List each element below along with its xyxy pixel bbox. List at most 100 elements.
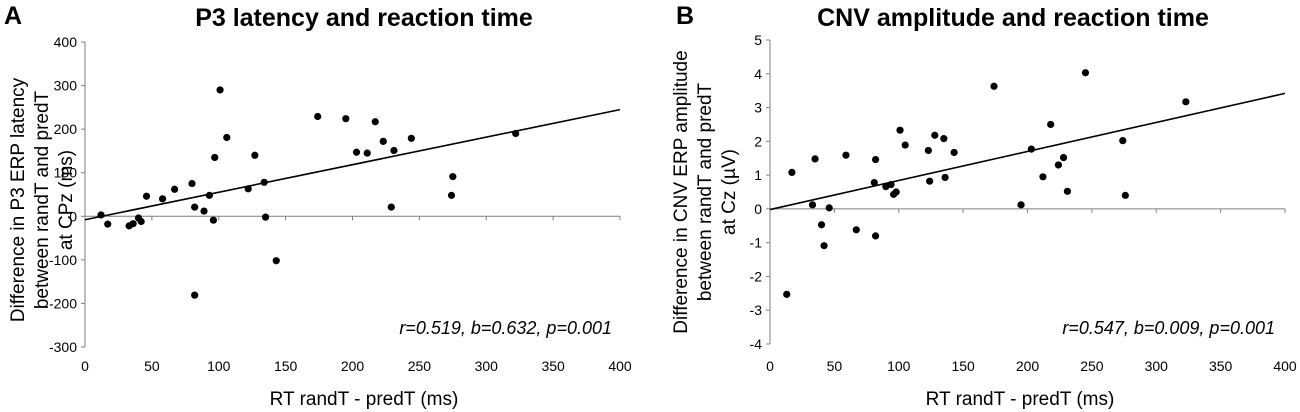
panel-b-data-point xyxy=(852,226,860,234)
panel-a-x-tick-label: 150 xyxy=(274,358,298,374)
panel-b-data-point xyxy=(783,290,791,298)
panel-b-data-point xyxy=(1054,161,1062,169)
panel-a-x-tick-label: 50 xyxy=(144,358,160,374)
panel-b-data-point xyxy=(871,155,880,164)
panel-b-y-tick-label: 4 xyxy=(754,66,762,82)
panel-b-data-point xyxy=(892,188,900,196)
panel-b-data-point xyxy=(1119,137,1127,145)
panel-a-data-point xyxy=(158,195,167,203)
panel-a-x-tick-label: 200 xyxy=(341,358,365,374)
panel-b-y-axis-title-line-1: Difference in CNV ERP amplitude xyxy=(671,50,692,333)
panel-b-y-tick-label: 3 xyxy=(754,100,762,116)
panel-a-data-point xyxy=(407,134,415,142)
panel-b-stats-annotation: r=0.547, b=0.009, p=0.001 xyxy=(1062,318,1275,338)
panel-b-data-point xyxy=(1047,120,1055,129)
panel-b-data-point xyxy=(950,148,958,157)
panel-a-data-point xyxy=(261,213,270,221)
panel-a-data-point xyxy=(449,173,457,181)
panel-b-y-tick-label: 5 xyxy=(754,32,762,48)
panel-b-data-point xyxy=(1063,187,1072,195)
panel-b-y-tick-label: -2 xyxy=(750,268,763,284)
panel-a-x-axis-title: RT randT - predT (ms) xyxy=(270,389,459,410)
panel-a-stats-annotation: r=0.519, b=0.632, p=0.001 xyxy=(399,318,612,338)
panel-b-data-point xyxy=(808,201,817,209)
panel-a-letter: A xyxy=(4,2,22,30)
panel-b-y-axis-title-line-2: between randT and predT xyxy=(695,82,716,301)
panel-a-data-point xyxy=(314,112,322,121)
panel-a-x-tick-label: 250 xyxy=(408,358,432,374)
panel-a-data-point xyxy=(371,118,379,126)
panel-b-data-point xyxy=(1017,201,1025,209)
panel-a-data-point xyxy=(129,220,137,228)
panel-b-data-point xyxy=(1182,98,1190,106)
panel-b-x-tick-label: 0 xyxy=(766,358,774,374)
panel-a-data-point xyxy=(390,146,398,155)
panel-a-y-tick-label: 0 xyxy=(69,208,77,224)
panel-a-data-point xyxy=(191,203,199,211)
panel-b-x-tick-label: 50 xyxy=(827,358,843,374)
panel-a-data-point xyxy=(244,185,252,193)
panel-a-y-tick-label: -300 xyxy=(49,339,77,355)
panel-b-letter: B xyxy=(676,2,694,30)
panel-b-x-tick-label: 250 xyxy=(1080,358,1104,374)
panel-a-y-tick-label: -100 xyxy=(49,252,77,268)
panel-b-y-tick-label: 1 xyxy=(754,167,762,183)
panel-a-data-point xyxy=(387,203,395,211)
panel-a-y-tick-label: 200 xyxy=(54,121,78,137)
panel-a-title: P3 latency and reaction time xyxy=(195,4,533,32)
panel-a-data-point xyxy=(142,192,151,200)
panel-b-data-point xyxy=(896,126,904,134)
panel-b-x-tick-label: 400 xyxy=(1273,358,1297,374)
panel-b-data-point xyxy=(1039,173,1047,181)
panel-b-y-tick-label: 0 xyxy=(754,201,762,217)
panel-a-x-tick-label: 0 xyxy=(81,358,89,374)
panel-a-data-point xyxy=(205,191,213,199)
panel-b-data-point xyxy=(931,131,939,139)
panel-b-data-point xyxy=(926,177,934,185)
panel-a-data-point xyxy=(251,151,259,159)
panel-b-regression xyxy=(769,92,1286,211)
panel-a-data-point xyxy=(209,216,217,224)
panel-b-x-tick-label: 200 xyxy=(1016,358,1040,374)
panel-a-data-point xyxy=(512,129,520,138)
panel-b-data-point xyxy=(817,221,826,229)
panel-b: B CNV amplitude and reaction time Differ… xyxy=(671,2,1297,410)
panel-a-data-point xyxy=(352,148,361,156)
panel-a-data-point xyxy=(379,137,387,145)
panel-a-data-point xyxy=(137,217,145,226)
panel-a-regression-line xyxy=(84,108,621,221)
panel-a-x-tick-label: 100 xyxy=(207,358,231,374)
panel-b-data-point xyxy=(1121,191,1129,199)
panel-a-points xyxy=(97,86,520,299)
panel-b-data-point xyxy=(811,155,819,163)
panel-b-x-tick-label: 300 xyxy=(1145,358,1169,374)
panel-a-data-point xyxy=(447,191,456,199)
panel-b-data-point xyxy=(940,135,948,143)
panel-a-x-tick-label: 350 xyxy=(541,358,565,374)
panel-b-y-tick-label: -1 xyxy=(750,235,763,251)
panel-a-data-point xyxy=(260,178,268,186)
panel-a-y-tick-label: 400 xyxy=(54,34,78,50)
panel-a-data-point xyxy=(216,86,224,94)
panel-a-y-axis-title-line-2: between randT and predT xyxy=(32,90,53,309)
panel-a-data-point xyxy=(104,220,112,228)
panel-b-title: CNV amplitude and reaction time xyxy=(817,4,1209,32)
panel-b-points xyxy=(783,69,1190,298)
panel-b-x-tick-label: 100 xyxy=(887,358,911,374)
panel-a-data-point xyxy=(272,257,280,265)
panel-b-data-point xyxy=(887,180,895,189)
panel-b-data-point xyxy=(842,151,850,159)
panel-a-y-axis-title-line-3: at CPz (ms) xyxy=(56,150,77,250)
panel-b-data-point xyxy=(788,168,796,177)
panel-a-regression xyxy=(84,108,621,221)
panel-a-data-point xyxy=(171,185,179,193)
panel-a-x-tick-label: 300 xyxy=(475,358,499,374)
panel-b-data-point xyxy=(941,173,949,182)
panel-b-data-point xyxy=(820,242,828,250)
panel-b-data-point xyxy=(1027,145,1035,153)
panel-a-axes: -300 -200 -100 0 100 200 300 400 0 50 100 150 200 250… xyxy=(49,34,632,374)
panel-b-data-point xyxy=(1081,69,1090,77)
panel-b-x-tick-label: 150 xyxy=(951,358,975,374)
